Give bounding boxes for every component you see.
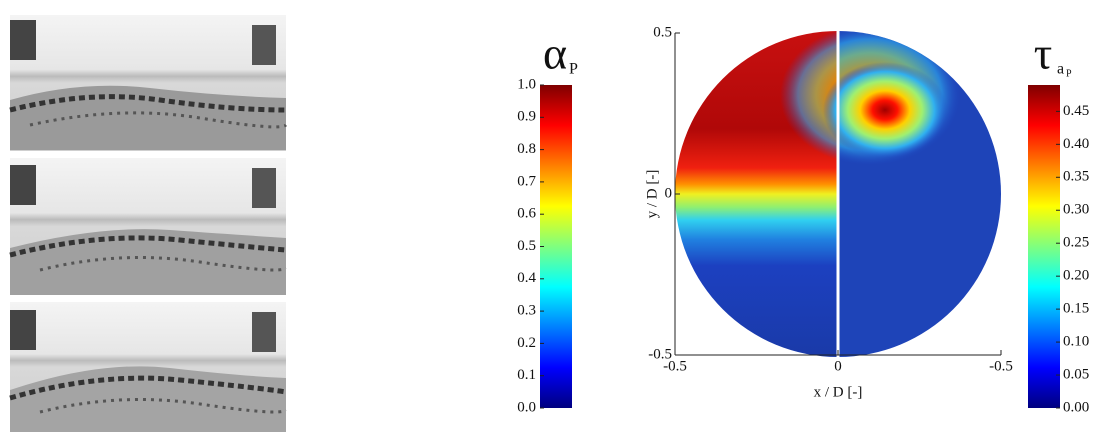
- photo-1: [9, 15, 288, 151]
- tick-label: 0.35: [1063, 169, 1089, 185]
- tick-label: 0.1: [517, 367, 536, 383]
- tick-label: 0.15: [1063, 301, 1089, 317]
- x-tick-label: -0.5: [989, 358, 1013, 374]
- tick-label: 0.5: [517, 238, 536, 254]
- tick-label: 0.9: [517, 109, 536, 125]
- tick-label: 0.00: [1063, 399, 1089, 415]
- tick-label: 0.2: [517, 335, 536, 351]
- y-tick-label: 0: [665, 185, 673, 201]
- tick-label: 0.6: [517, 206, 536, 222]
- photo-2: [9, 158, 288, 295]
- colorbar-title: α: [543, 28, 567, 79]
- tick-label: 0.0: [517, 399, 536, 415]
- tick-label: 1.0: [517, 76, 536, 92]
- photo-3: [9, 302, 288, 432]
- title-subsubscript: P: [1066, 68, 1072, 79]
- colorbar: [540, 85, 572, 408]
- x-tick-label: 0: [834, 358, 842, 374]
- colorbar: [1028, 85, 1060, 408]
- tick-label: 0.3: [517, 303, 536, 319]
- tick-label: 0.40: [1063, 136, 1089, 152]
- tick-label: 0.05: [1063, 366, 1089, 382]
- tick-label: 0.25: [1063, 235, 1089, 251]
- tick-label: 0.45: [1063, 103, 1089, 119]
- tick-label: 0.4: [517, 270, 536, 286]
- x-tick-label: -0.5: [663, 358, 687, 374]
- contour-field: [675, 31, 1001, 357]
- title-subscript: P: [569, 61, 578, 78]
- photos: [9, 15, 288, 432]
- title-subscript: a: [1057, 61, 1064, 78]
- tick-label: 0.8: [517, 141, 536, 157]
- tick-label: 0.7: [517, 173, 536, 189]
- tick-label: 0.20: [1063, 268, 1089, 284]
- x-axis-label: x / D [-]: [814, 384, 863, 400]
- tick-label: 0.10: [1063, 334, 1089, 350]
- y-axis-label: y / D [-]: [644, 170, 660, 219]
- colorbar-title: τ: [1034, 28, 1053, 79]
- y-tick-label: 0.5: [653, 24, 672, 40]
- tick-label: 0.30: [1063, 202, 1089, 218]
- y-tick-label: -0.5: [648, 346, 672, 362]
